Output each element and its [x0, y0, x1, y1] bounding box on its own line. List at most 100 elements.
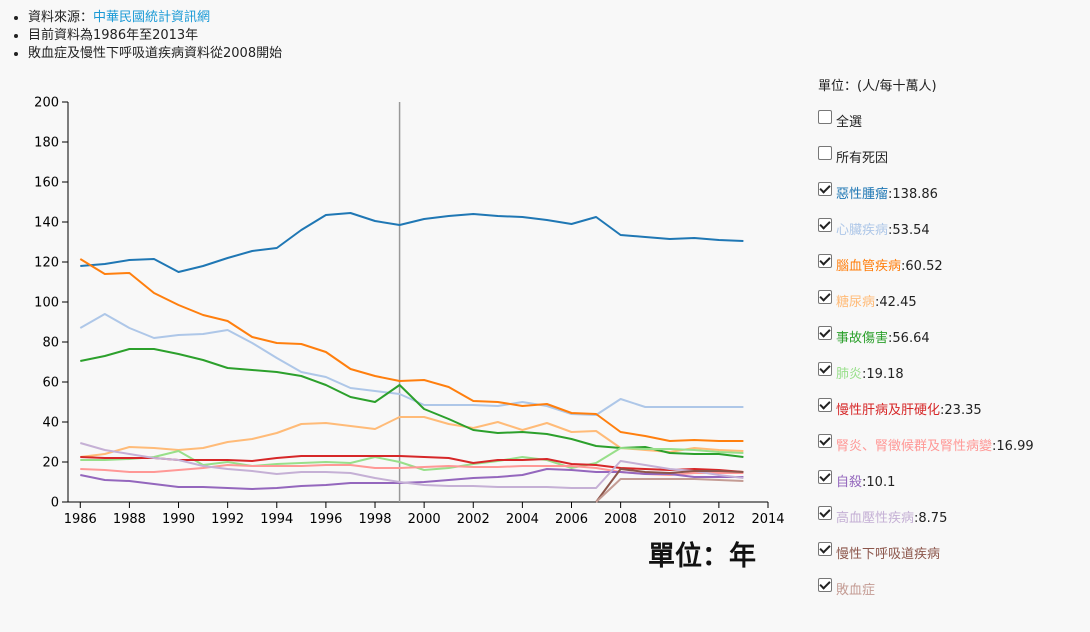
legend-label: 全選	[836, 115, 862, 131]
x-tick-label: 2004	[506, 512, 539, 527]
legend-checkbox[interactable]	[818, 182, 832, 196]
legend-checkbox[interactable]	[818, 542, 832, 556]
x-tick-label: 1994	[260, 512, 293, 527]
legend-series-value: :53.54	[888, 223, 930, 238]
line-chart: 0 20 40 60 80 100 120 140 160 180 200 1986 1988 1990 1…	[34, 96, 784, 528]
legend-checkbox[interactable]	[818, 218, 832, 232]
x-tick-label: 1998	[358, 512, 391, 527]
legend-series-name: 腦血管疾病	[836, 259, 902, 274]
legend-label: 肺炎:19.18	[836, 367, 904, 383]
legend-item[interactable]: 糖尿病:42.45	[818, 290, 1083, 326]
legend-label: 自殺:10.1	[836, 475, 895, 491]
legend-checkbox[interactable]	[818, 146, 832, 160]
legend-checkbox[interactable]	[818, 326, 832, 340]
legend-label: 腎炎、腎徵候群及腎性病變:16.99	[836, 439, 1034, 455]
legend-series-name: 敗血症	[836, 583, 876, 598]
series-line	[595, 468, 744, 503]
legend-series-name: 惡性腫瘤	[836, 187, 889, 202]
legend-item[interactable]: 肺炎:19.18	[818, 362, 1083, 398]
legend-series-value: :8.75	[914, 511, 948, 526]
x-tick-label: 2010	[653, 512, 686, 527]
legend-item[interactable]: 全選	[818, 110, 1083, 146]
legend-label: 慢性下呼吸道疾病	[836, 547, 940, 563]
legend-checkbox[interactable]	[818, 362, 832, 376]
legend-label: 事故傷害:56.64	[836, 331, 930, 347]
series-line	[80, 447, 744, 471]
legend-item[interactable]: 慢性肝病及肝硬化:23.35	[818, 398, 1083, 434]
legend-label: 惡性腫瘤:138.86	[836, 187, 938, 203]
x-tick-label: 2002	[457, 512, 490, 527]
legend-checkbox[interactable]	[818, 398, 832, 412]
legend-item[interactable]: 惡性腫瘤:138.86	[818, 182, 1083, 218]
y-tick-label: 180	[34, 136, 59, 151]
x-tick-label: 2014	[751, 512, 784, 527]
legend-checkbox[interactable]	[818, 254, 832, 268]
legend-series-value: :56.64	[888, 331, 930, 346]
legend-series-name: 所有死因	[836, 151, 889, 166]
legend-series-value: :16.99	[992, 439, 1034, 454]
legend-series-name: 糖尿病	[836, 295, 876, 310]
legend-series-name: 腎炎、腎徵候群及腎性病變	[836, 439, 993, 454]
legend-checkbox[interactable]	[818, 578, 832, 592]
legend-label: 慢性肝病及肝硬化:23.35	[836, 403, 982, 419]
legend-series-name: 慢性肝病及肝硬化	[836, 403, 941, 418]
legend-item[interactable]: 所有死因	[818, 146, 1083, 182]
series-line	[595, 478, 744, 503]
legend-series-value: :10.1	[862, 475, 896, 490]
x-axis-unit: 單位：年	[648, 541, 756, 572]
legend-checkbox[interactable]	[818, 506, 832, 520]
legend-item[interactable]: 心臟疾病:53.54	[818, 218, 1083, 254]
legend-item[interactable]: 腎炎、腎徵候群及腎性病變:16.99	[818, 434, 1083, 470]
x-tick-label: 2006	[555, 512, 588, 527]
series-line	[80, 212, 744, 273]
y-tick-label: 60	[42, 376, 59, 391]
x-tick-label: 1988	[113, 512, 146, 527]
legend-label: 心臟疾病:53.54	[836, 223, 930, 239]
x-tick-label: 2008	[604, 512, 637, 527]
legend-series-value: :138.86	[888, 187, 938, 202]
series-line	[80, 348, 744, 458]
y-tick-label: 100	[34, 296, 59, 311]
legend-checkbox[interactable]	[818, 470, 832, 484]
y-tick-label: 0	[51, 496, 59, 511]
legend-item[interactable]: 高血壓性疾病:8.75	[818, 506, 1083, 542]
legend-item[interactable]: 腦血管疾病:60.52	[818, 254, 1083, 290]
legend-item[interactable]: 慢性下呼吸道疾病	[818, 542, 1083, 578]
data-start-note: 敗血症及慢性下呼吸道疾病資料從2008開始	[28, 45, 282, 63]
legend-series-value: :42.45	[875, 295, 917, 310]
legend-label: 糖尿病:42.45	[836, 295, 917, 311]
legend-checkbox[interactable]	[818, 434, 832, 448]
legend-checkbox[interactable]	[818, 110, 832, 124]
legend-label: 敗血症	[836, 583, 875, 599]
legend-label: 所有死因	[836, 151, 888, 167]
series-line	[79, 258, 744, 442]
y-tick-label: 40	[42, 416, 59, 431]
x-tick-label: 2000	[408, 512, 441, 527]
series-line	[80, 455, 744, 473]
legend-series-name: 慢性下呼吸道疾病	[836, 547, 941, 562]
source-note: 資料來源：中華民國統計資訊網	[28, 9, 282, 27]
legend-item[interactable]: 敗血症	[818, 578, 1083, 614]
legend: 單位：(人/每十萬人) 全選所有死因惡性腫瘤:138.86 心臟疾病:53.54 腦…	[818, 78, 1083, 614]
legend-series-name: 高血壓性疾病	[836, 511, 915, 526]
y-tick-label: 200	[34, 96, 59, 111]
legend-series-name: 肺炎	[836, 367, 863, 382]
legend-series-value: :19.18	[862, 367, 904, 382]
y-tick-label: 120	[34, 256, 59, 271]
x-tick-label: 2012	[702, 512, 735, 527]
legend-label: 腦血管疾病:60.52	[836, 259, 943, 275]
x-tick-label: 1996	[309, 512, 342, 527]
legend-unit: 單位：(人/每十萬人)	[818, 79, 937, 94]
legend-series-name: 事故傷害	[836, 331, 889, 346]
source-prefix: 資料來源：	[28, 10, 94, 25]
legend-item[interactable]: 事故傷害:56.64	[818, 326, 1083, 362]
source-link[interactable]: 中華民國統計資訊網	[93, 10, 211, 25]
series-line	[79, 313, 744, 416]
y-tick-label: 140	[34, 216, 59, 231]
x-tick-label: 1992	[211, 512, 244, 527]
legend-item[interactable]: 自殺:10.1	[818, 470, 1083, 506]
x-tick-label: 1986	[64, 512, 97, 527]
legend-label: 高血壓性疾病:8.75	[836, 511, 947, 527]
legend-series-value: :23.35	[940, 403, 982, 418]
legend-checkbox[interactable]	[818, 290, 832, 304]
